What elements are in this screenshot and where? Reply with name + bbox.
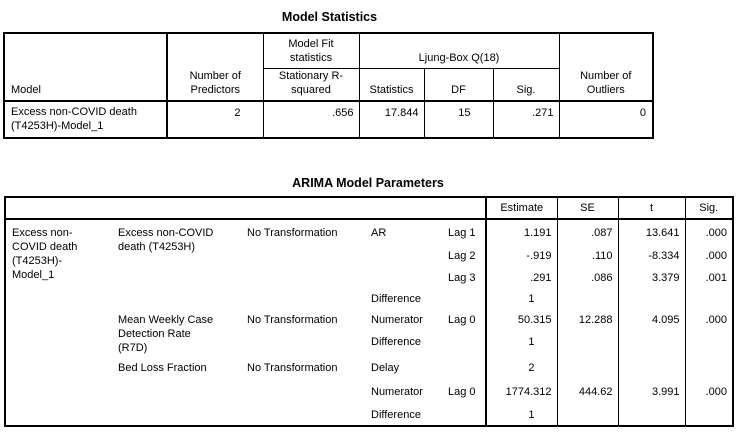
cell-estimate: -.919 — [486, 245, 558, 267]
cell-se: 12.288 — [557, 309, 619, 330]
cell-estimate: 1 — [486, 404, 558, 426]
table-row: Lag 2 -.919 .110 -8.334 .000 — [5, 245, 733, 267]
cell-empty — [618, 404, 686, 426]
header-model-fit-group: Model Fit statistics — [263, 33, 360, 69]
cell-empty — [618, 355, 686, 381]
cell-empty — [685, 330, 733, 355]
header-row-groups: Model Number of Predictors Model Fit sta… — [4, 33, 653, 101]
header-sig2: Sig. — [685, 197, 733, 220]
cell-outliers: 0 — [559, 99, 653, 138]
header-df: DF — [424, 68, 494, 101]
cell-stationary-r-squared: .656 — [263, 99, 360, 138]
header-sig: Sig. — [493, 68, 560, 101]
cell-estimate: 2 — [486, 355, 558, 381]
cell-estimate: 50.315 — [486, 309, 558, 330]
cell-estimate: 1.191 — [486, 219, 558, 245]
cell-lag: Lag 2 — [445, 245, 487, 267]
header-ljung-box-group: Ljung-Box Q(18) — [359, 33, 560, 69]
cell-predictors: 2 — [167, 99, 264, 138]
cell-parameter: Numerator — [371, 314, 423, 326]
cell-variable: Excess non-COVID death (T4253H) — [118, 227, 214, 253]
cell-ljung-sig: .271 — [493, 99, 560, 138]
cell-ljung-statistics: 17.844 — [359, 99, 425, 138]
cell-lag: Lag 0 — [445, 381, 487, 404]
cell-transformation: No Transformation — [247, 362, 338, 374]
cell-empty — [618, 288, 686, 309]
table-row: Excess non-COVID death (T4253H)-Model_1 … — [5, 219, 733, 281]
cell-se: 444.62 — [557, 381, 619, 404]
cell-parameter: Difference — [366, 404, 487, 426]
header-estimate: Estimate — [486, 197, 558, 220]
header-number-of-outliers: Number of Outliers — [580, 69, 632, 96]
model-statistics-table: Model Number of Predictors Model Fit sta… — [3, 32, 654, 139]
cell-variable: Bed Loss Fraction — [118, 362, 207, 374]
cell-empty — [685, 288, 733, 309]
cell-ljung-df: 15 — [424, 99, 494, 138]
cell-parameter: Numerator — [371, 386, 423, 398]
cell-t: -8.334 — [618, 245, 686, 267]
cell-estimate: .291 — [486, 267, 558, 288]
cell-parameter: Delay — [366, 355, 487, 381]
cell-transformation: No Transformation — [247, 314, 338, 326]
cell-estimate: 1774.312 — [486, 381, 558, 404]
table-row: Excess non-COVID death (T4253H)-Model_1 … — [4, 99, 653, 138]
cell-t: 13.641 — [618, 219, 686, 245]
header-empty — [5, 197, 487, 220]
cell-estimate: 1 — [486, 330, 558, 355]
cell-empty — [685, 404, 733, 426]
cell-sig: .000 — [705, 227, 727, 239]
header-model: Model — [4, 33, 168, 101]
table-row: Bed Loss Fraction No Transformation Dela… — [5, 355, 733, 381]
header-se: SE — [557, 197, 619, 220]
header-number-of-predictors: Number of Predictors — [167, 33, 264, 101]
arima-parameters-title: ARIMA Model Parameters — [292, 176, 444, 190]
arima-parameters-table: Estimate SE t Sig. Excess non-COVID deat… — [4, 196, 734, 427]
model-statistics-title: Model Statistics — [281, 10, 378, 24]
table-row: Difference 1 — [5, 404, 733, 426]
table-row: Mean Weekly Case Detection Rate (R7D) No… — [5, 309, 733, 354]
cell-empty — [557, 288, 619, 309]
cell-model-name: Excess non-COVID death (T4253H)-Model_1 — [4, 99, 168, 138]
cell-empty — [557, 330, 619, 355]
cell-estimate: 1 — [486, 288, 558, 309]
cell-lag: Lag 3 — [445, 267, 487, 288]
cell-parameter: AR — [371, 227, 387, 239]
cell-t: 4.095 — [618, 309, 686, 330]
table-row: Difference 1 — [5, 288, 733, 309]
cell-empty — [557, 404, 619, 426]
cell-variable: Mean Weekly Case Detection Rate (R7D) — [118, 314, 214, 354]
cell-model-label: Excess non-COVID death (T4253H)-Model_1 — [12, 227, 78, 281]
cell-parameter: Difference — [366, 288, 487, 309]
cell-se: .087 — [557, 219, 619, 245]
header-statistics: Statistics — [359, 68, 425, 101]
header-t: t — [618, 197, 686, 220]
cell-empty — [618, 330, 686, 355]
cell-lag: Lag 1 — [445, 219, 487, 245]
table-row: Difference 1 — [5, 330, 733, 355]
cell-se: .110 — [557, 245, 619, 267]
cell-transformation: No Transformation — [247, 227, 338, 239]
cell-sig: .000 — [705, 314, 727, 326]
cell-sig: .000 — [705, 386, 727, 398]
cell-empty — [557, 355, 619, 381]
cell-empty — [685, 355, 733, 381]
cell-sig: .001 — [705, 272, 727, 284]
cell-t: 3.379 — [618, 267, 686, 288]
header-stationary-r-squared: Stationary R-squared — [263, 68, 360, 101]
header-row-columns: Stationary R-squared Statistics DF Sig. — [4, 68, 653, 101]
table-row: Lag 3 .291 .086 3.379 .001 — [5, 267, 733, 288]
cell-t: 3.991 — [618, 381, 686, 404]
cell-lag: Lag 0 — [445, 309, 487, 330]
cell-sig: .000 — [705, 250, 727, 262]
cell-se: .086 — [557, 267, 619, 288]
table-row: Numerator Lag 0 1774.312 444.62 3.991 .0… — [5, 381, 733, 404]
cell-parameter: Difference — [366, 330, 487, 355]
header-row: Estimate SE t Sig. — [5, 197, 733, 220]
